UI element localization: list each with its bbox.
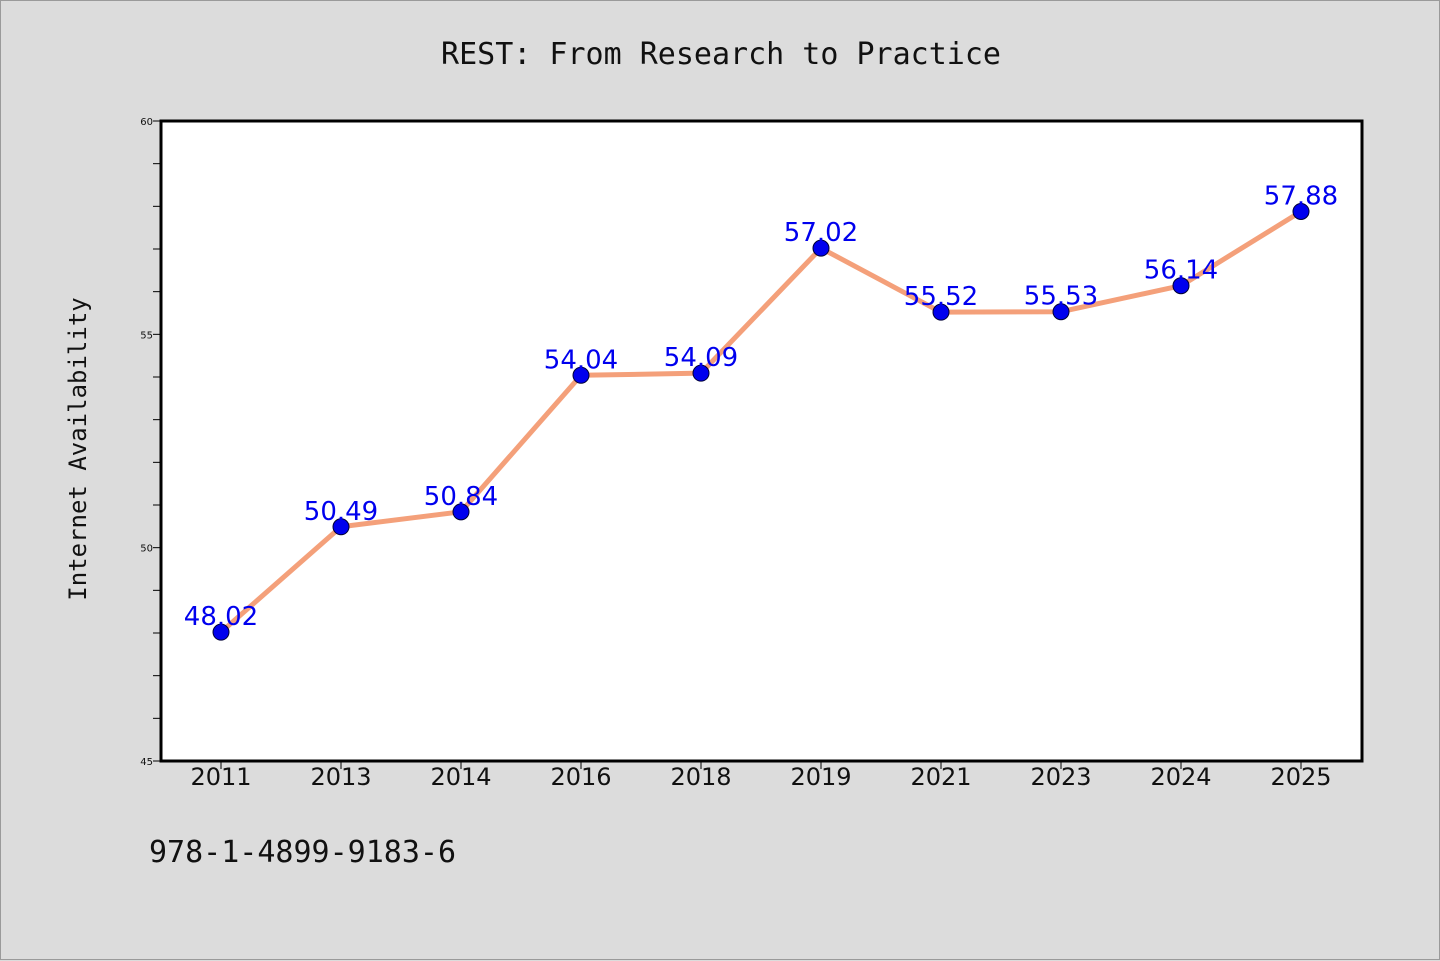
series-lines [218, 208, 1304, 635]
data-label: 54.09 [664, 343, 738, 373]
x-tick-label: 2023 [1030, 763, 1091, 791]
x-tick-label: 2016 [550, 763, 611, 791]
data-point [452, 503, 470, 521]
data-labels: 48.02 50.49 50.84 54.04 54.09 57.02 55.52 55.53… [184, 181, 1338, 632]
data-label: 48.02 [184, 602, 258, 632]
y-axis-label: Internet Availability [64, 297, 92, 600]
y-tick-label: 45 [140, 757, 153, 768]
data-label: 55.52 [904, 282, 978, 312]
x-axis-ticks: 2011 2013 2014 2016 2018 2019 2021 2023 2024 2025 [190, 761, 1332, 791]
x-tick-label: 2021 [910, 763, 971, 791]
data-point [812, 239, 830, 257]
data-point [212, 623, 230, 641]
x-tick-label: 2013 [310, 763, 371, 791]
plot-area [159, 119, 1364, 763]
isbn-footer: 978-1-4899-9183-6 [149, 835, 457, 870]
data-markers [212, 202, 1310, 641]
x-tick-label: 2019 [790, 763, 851, 791]
chart-title: REST: From Research to Practice [441, 37, 1001, 72]
x-tick-label: 2025 [1270, 763, 1331, 791]
data-point [1292, 202, 1310, 220]
data-point [1172, 277, 1190, 295]
data-label: 57.02 [784, 218, 858, 248]
x-tick-label: 2014 [430, 763, 491, 791]
data-label: 50.49 [304, 497, 378, 527]
x-tick-label: 2018 [670, 763, 731, 791]
data-label: 50.84 [424, 482, 498, 512]
data-point [1052, 303, 1070, 321]
data-label: 57.88 [1264, 181, 1338, 211]
data-label: 55.53 [1024, 282, 1098, 312]
y-tick-label: 60 [140, 117, 153, 128]
y-tick-label: 50 [140, 544, 153, 555]
x-tick-label: 2024 [1150, 763, 1211, 791]
x-tick-label: 2011 [190, 763, 251, 791]
data-point [572, 366, 590, 384]
data-point [332, 518, 350, 536]
series-line [218, 208, 1304, 635]
data-point [692, 364, 710, 382]
y-axis-ticks: 45 50 55 60 [140, 117, 161, 768]
data-point [932, 303, 950, 321]
data-label: 54.04 [544, 345, 618, 375]
y-tick-label: 55 [140, 330, 153, 341]
data-label: 56.14 [1144, 256, 1218, 286]
